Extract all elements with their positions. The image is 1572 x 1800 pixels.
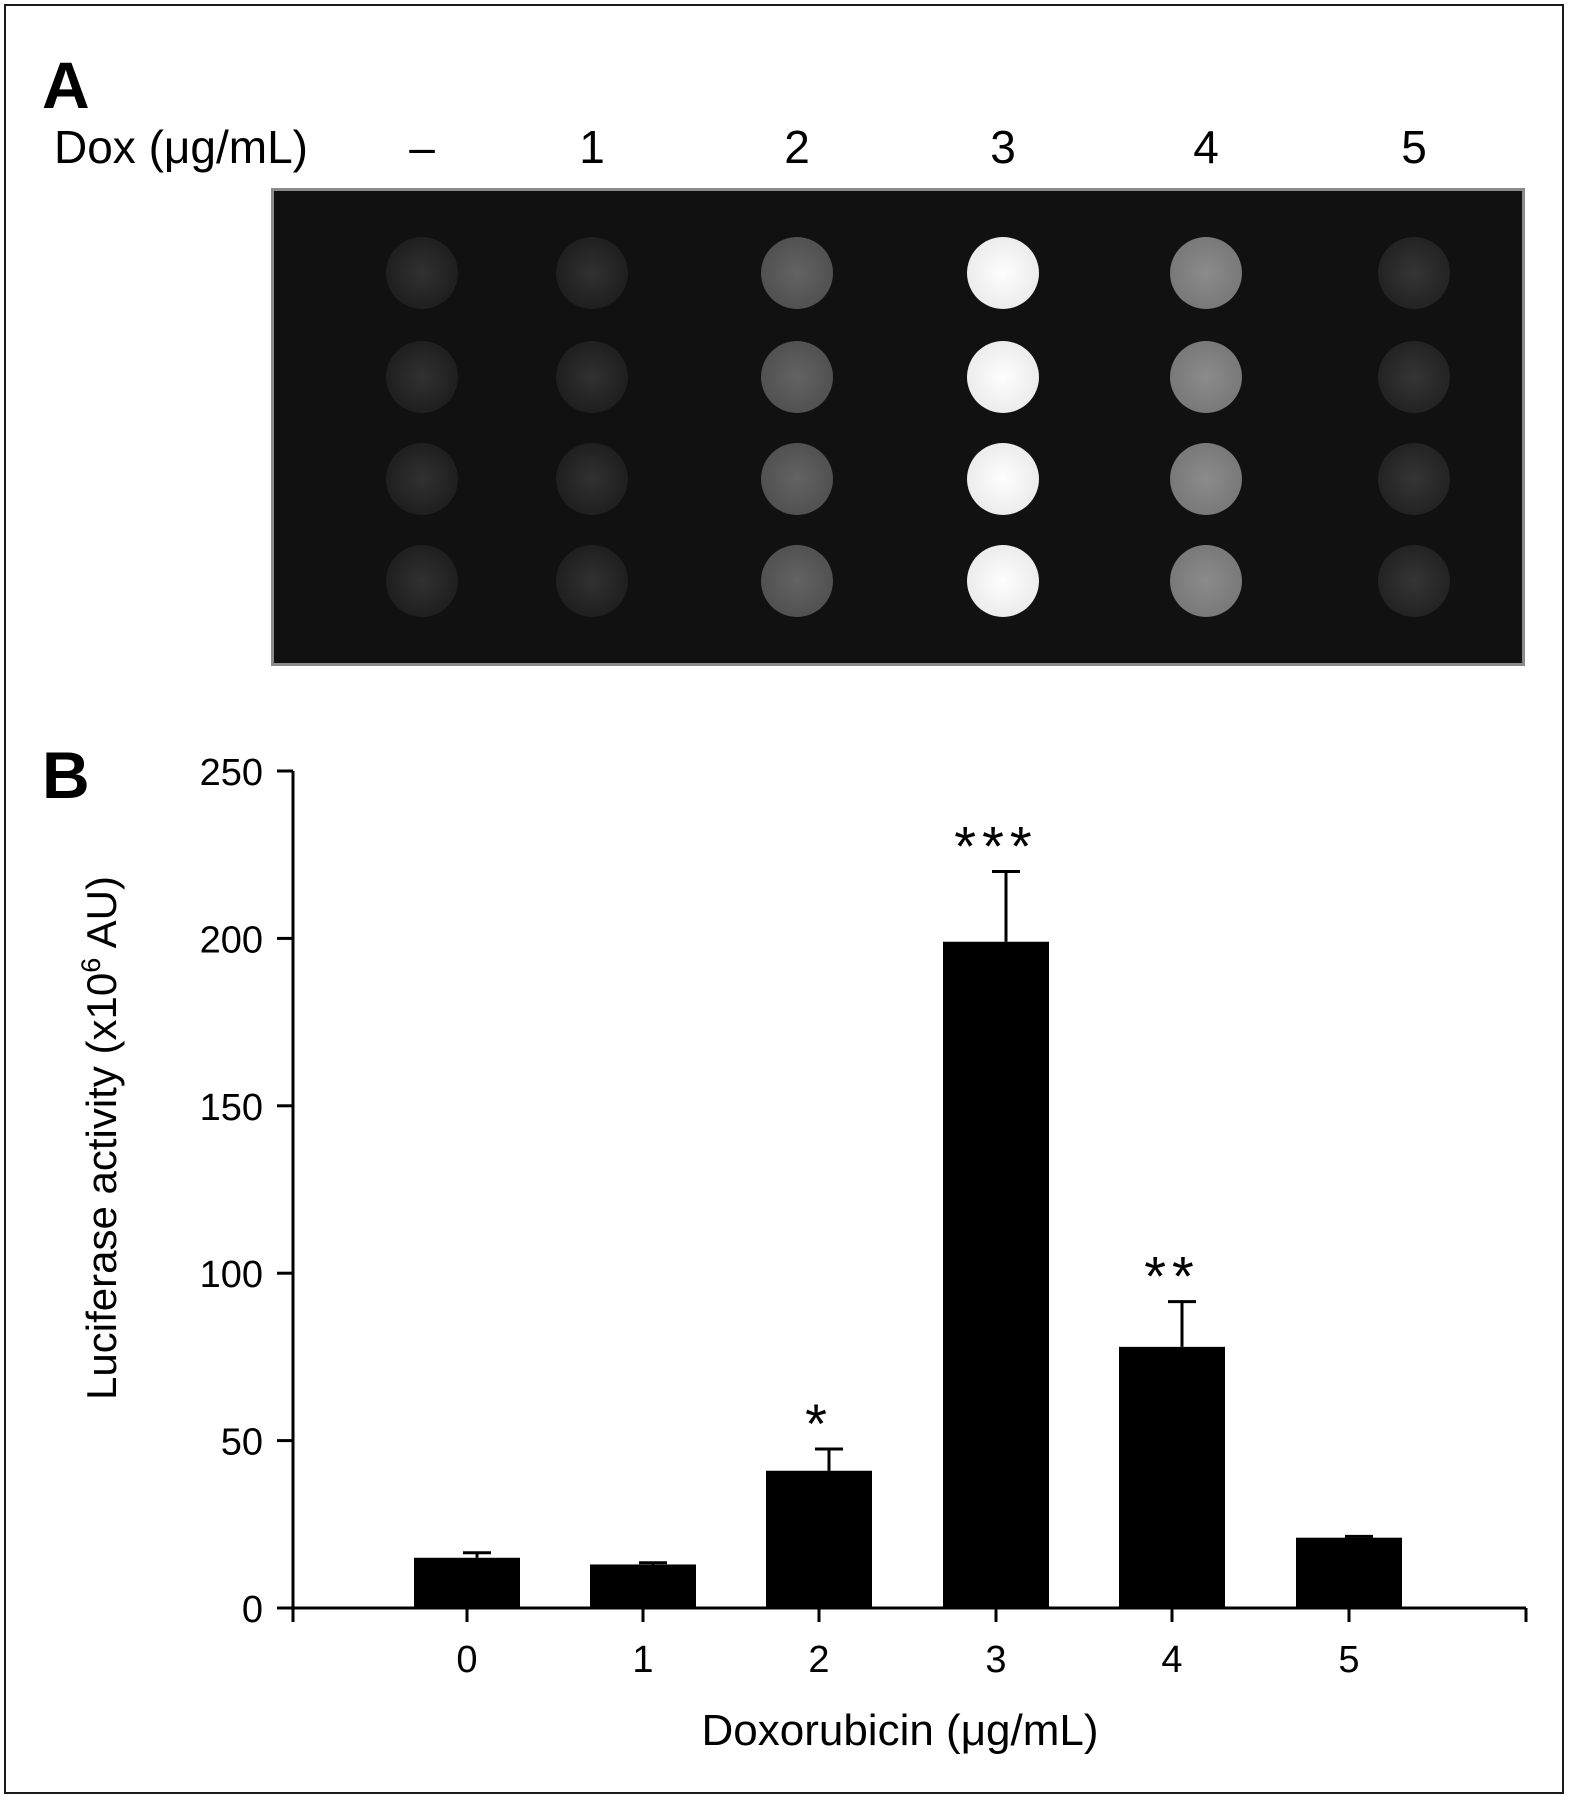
blot-spot (967, 341, 1039, 413)
bar (1296, 1537, 1402, 1608)
panel-b-letter: B (42, 738, 90, 812)
y-tick-label: 200 (200, 919, 263, 961)
x-tick-label: 5 (1338, 1639, 1359, 1681)
blot-spot (967, 545, 1039, 617)
blot-spot (1378, 341, 1450, 413)
x-axis-label: Doxorubicin (μg/mL) (701, 1706, 1098, 1755)
figure-frame (4, 4, 1564, 1794)
blot-spot (761, 341, 833, 413)
significance-mark: ** (1144, 1245, 1200, 1308)
chart-axes (291, 771, 1528, 1622)
y-tick-label: 250 (200, 752, 263, 794)
bar (766, 1470, 872, 1608)
blot-spot (761, 237, 833, 309)
x-tick-label: 4 (1161, 1639, 1182, 1681)
blot-spot (1170, 545, 1242, 617)
blot-spot (556, 341, 628, 413)
x-tick-label: 2 (808, 1639, 829, 1681)
concentration-label-2: 2 (784, 121, 810, 173)
blot-spot (556, 443, 628, 515)
significance-mark: *** (954, 814, 1037, 877)
dox-concentration-label: Dox (μg/mL) (54, 121, 308, 173)
blot-spot (761, 545, 833, 617)
blot-spot (1378, 237, 1450, 309)
concentration-label-0: – (409, 121, 435, 173)
x-tick-label: 1 (632, 1639, 653, 1681)
blot-spot (967, 237, 1039, 309)
significance-mark: * (805, 1392, 833, 1455)
concentration-label-1: 1 (579, 121, 605, 173)
blot-spot (1170, 443, 1242, 515)
blot-spot (386, 341, 458, 413)
y-axis-label: Luciferase activity (x106 AU) (76, 876, 125, 1400)
y-tick-label: 100 (200, 1254, 263, 1296)
blot-spot (386, 443, 458, 515)
luminescence-blot-image (271, 188, 1525, 666)
y-axis-label-suffix: AU) (78, 876, 125, 958)
chart-error-bars (463, 869, 1373, 1565)
y-tick-label: 50 (221, 1422, 263, 1464)
concentration-label-5: 5 (1401, 121, 1427, 173)
y-axis-label-superscript: 6 (76, 958, 106, 973)
panel-a-letter: A (42, 48, 90, 122)
blot-spot (386, 545, 458, 617)
bar (1119, 1346, 1225, 1608)
y-axis-label-main: Luciferase activity (x10 (78, 973, 125, 1400)
bar (590, 1564, 696, 1608)
blot-spot (967, 443, 1039, 515)
y-tick-label: 150 (200, 1087, 263, 1129)
chart-ticks: 0 50 100 150 200 250 0 1 2 3 4 5 (200, 752, 1360, 1681)
x-tick-label: 3 (985, 1639, 1006, 1681)
x-tick-label: 0 (456, 1639, 477, 1681)
blot-spot (1170, 237, 1242, 309)
concentration-label-4: 4 (1193, 121, 1219, 173)
blot-spot (761, 443, 833, 515)
chart-bars (414, 941, 1402, 1608)
bar (943, 941, 1049, 1608)
y-tick-label: 0 (242, 1589, 263, 1631)
blot-spot (386, 237, 458, 309)
blot-spot (556, 545, 628, 617)
blot-spot (1378, 443, 1450, 515)
blot-spot (1170, 341, 1242, 413)
blot-spot (1378, 545, 1450, 617)
chart-significance-marks: ****** (805, 814, 1200, 1455)
blot-spot (556, 237, 628, 309)
bar (414, 1557, 520, 1608)
concentration-label-3: 3 (990, 121, 1016, 173)
